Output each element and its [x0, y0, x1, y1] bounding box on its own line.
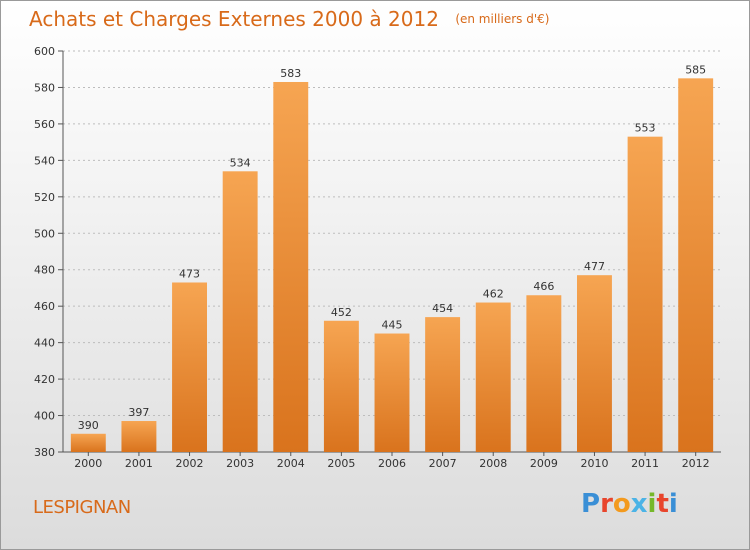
x-tick-label: 2008 [479, 457, 507, 470]
x-tick-label: 2002 [176, 457, 204, 470]
data-label: 445 [382, 319, 403, 332]
bar [222, 171, 258, 453]
y-tick-label: 580 [34, 81, 55, 94]
location-label: LESPIGNAN [33, 497, 131, 518]
bar [273, 81, 309, 453]
y-tick-label: 420 [34, 373, 55, 386]
proxiti-logo: Proxiti [581, 489, 678, 519]
y-tick-label: 500 [34, 227, 55, 240]
y-tick-label: 600 [34, 45, 55, 58]
logo-letter: P [581, 489, 601, 519]
bar [576, 275, 612, 452]
x-tick-label: 2000 [74, 457, 102, 470]
data-label: 454 [432, 302, 453, 315]
data-label: 397 [128, 406, 149, 419]
data-label: 534 [230, 156, 251, 169]
bar [526, 295, 562, 452]
y-tick-label: 460 [34, 300, 55, 313]
y-tick-label: 560 [34, 118, 55, 131]
x-tick-label: 2001 [125, 457, 153, 470]
chart-subtitle: (en milliers d'€) [455, 12, 550, 26]
bar [678, 78, 714, 452]
y-tick-label: 520 [34, 191, 55, 204]
data-label: 452 [331, 306, 352, 319]
data-label: 553 [635, 122, 656, 135]
x-tick-label: 2005 [327, 457, 355, 470]
logo-letter: t [656, 489, 669, 519]
bar [323, 320, 359, 452]
bars [70, 78, 714, 453]
logo-letter: o [612, 489, 631, 519]
data-label: 466 [533, 280, 554, 293]
logo-letter: i [647, 489, 657, 519]
bar [172, 282, 208, 452]
y-tick-label: 540 [34, 154, 55, 167]
data-label: 477 [584, 260, 605, 273]
x-tick-label: 2012 [682, 457, 710, 470]
y-tick-label: 440 [34, 337, 55, 350]
y-tick-label: 480 [34, 264, 55, 277]
logo-letter: i [668, 489, 678, 519]
data-label: 585 [685, 63, 706, 76]
x-tick-label: 2007 [429, 457, 457, 470]
chart-title-text: Achats et Charges Externes 2000 à 2012 [29, 7, 439, 31]
x-tick-label: 2003 [226, 457, 254, 470]
y-tick-label: 380 [34, 446, 55, 459]
labels: 380 400 420 440 460 480 500 520 540 560 580 600 390 2… [34, 45, 710, 470]
x-tick-label: 2006 [378, 457, 406, 470]
y-tick-label: 400 [34, 410, 55, 423]
x-tick-label: 2011 [631, 457, 659, 470]
x-tick-label: 2009 [530, 457, 558, 470]
bar [374, 333, 410, 452]
data-label: 462 [483, 288, 504, 301]
bar [70, 433, 106, 452]
data-label: 583 [280, 67, 301, 80]
data-label: 473 [179, 267, 200, 280]
bar [425, 317, 461, 452]
bar [475, 302, 511, 452]
chart-title: Achats et Charges Externes 2000 à 2012 (… [29, 7, 549, 31]
logo-letter: x [630, 489, 648, 519]
x-tick-label: 2004 [277, 457, 305, 470]
bar [121, 421, 157, 452]
bar [627, 136, 663, 452]
data-label: 390 [78, 419, 99, 432]
logo-letter: r [600, 489, 613, 519]
x-tick-label: 2010 [580, 457, 608, 470]
